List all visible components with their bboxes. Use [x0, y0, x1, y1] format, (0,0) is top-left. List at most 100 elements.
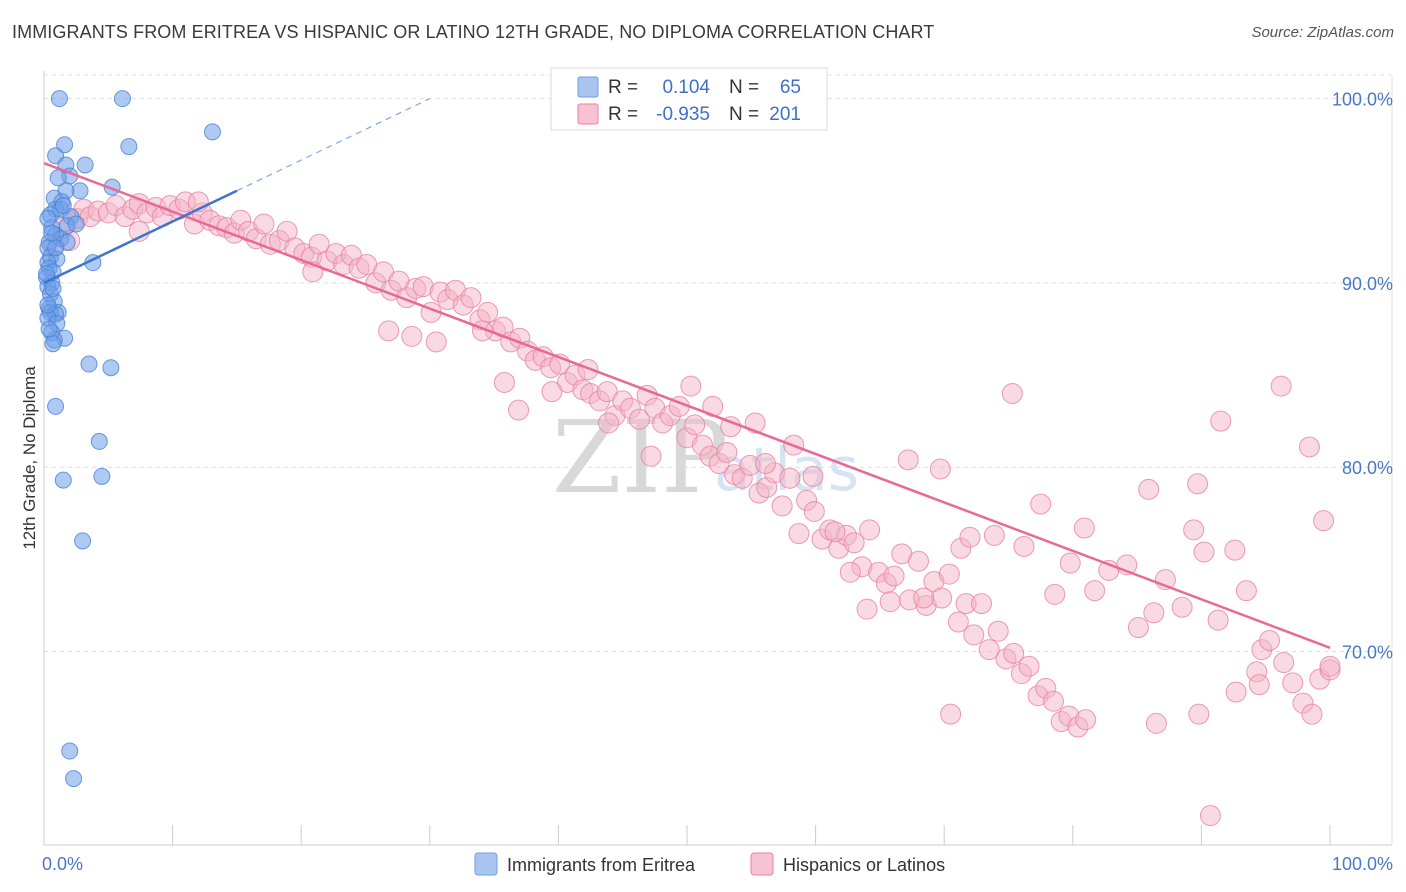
top-legend: R = 0.104 N = 65 R = -0.935 N = 201: [550, 67, 828, 131]
bottom-legend-swatch-eritrea: [474, 852, 498, 876]
legend-r-label-eritrea: R =: [608, 77, 638, 98]
point-eritrea-7: [76, 156, 94, 174]
point-hispanic-154: [897, 449, 919, 471]
point-hispanic-143: [680, 375, 702, 397]
point-eritrea-4: [120, 138, 138, 156]
point-hispanic-179: [1259, 629, 1281, 651]
point-eritrea-52: [61, 742, 79, 760]
point-hispanic-165: [1073, 517, 1095, 539]
bottom-legend-swatch-hispanic: [750, 852, 774, 876]
point-eritrea-44: [44, 335, 62, 353]
points-layer: [38, 90, 1341, 827]
point-hispanic-121: [1003, 642, 1025, 664]
point-hispanic-42: [373, 261, 395, 283]
point-hispanic-140: [577, 359, 599, 381]
point-hispanic-156: [929, 458, 951, 480]
legend-n-label-eritrea: N =: [729, 77, 759, 98]
point-hispanic-153: [879, 591, 901, 613]
legend-r-label-hispanic: R =: [608, 104, 638, 125]
point-hispanic-200: [1319, 655, 1341, 677]
point-hispanic-27: [253, 213, 275, 235]
point-hispanic-106: [883, 565, 905, 587]
point-hispanic-163: [1044, 583, 1066, 605]
axis-layer: 70.0% 80.0% 90.0% 100.0% 0.0% 100.0%: [42, 71, 1393, 874]
legend-n-value-eritrea: 65: [780, 77, 801, 98]
point-hispanic-162: [1030, 493, 1052, 515]
point-hispanic-193: [1225, 681, 1247, 703]
point-eritrea-48: [90, 432, 108, 450]
point-hispanic-116: [963, 624, 985, 646]
point-hispanic-114: [947, 611, 969, 633]
bottom-legend-label-eritrea: Immigrants from Eritrea: [507, 855, 696, 875]
point-hispanic-160: [1001, 383, 1023, 404]
chart-source: Source: ZipAtlas.com: [1251, 24, 1394, 41]
point-eritrea-10: [71, 182, 89, 200]
point-eritrea-2: [203, 123, 221, 141]
point-eritrea-45: [80, 355, 98, 373]
point-hispanic-199: [1248, 674, 1270, 696]
point-hispanic-74: [628, 408, 650, 430]
point-hispanic-176: [1224, 539, 1246, 561]
point-hispanic-169: [1127, 617, 1149, 639]
point-eritrea-49: [93, 467, 111, 485]
bottom-legend-label-hispanic: Hispanics or Latinos: [783, 855, 945, 875]
point-eritrea-53: [65, 770, 83, 788]
point-hispanic-112: [931, 587, 953, 609]
point-hispanic-96: [803, 500, 825, 522]
point-hispanic-152: [856, 598, 878, 620]
point-hispanic-150: [824, 521, 846, 543]
point-eritrea-51: [74, 532, 92, 550]
point-hispanic-194: [1188, 703, 1210, 725]
point-hispanic-174: [1193, 541, 1215, 563]
point-hispanic-55: [477, 301, 499, 323]
legend-n-label-hispanic: N =: [729, 104, 759, 125]
point-eritrea-61: [44, 279, 62, 297]
point-hispanic-53: [460, 287, 482, 309]
chart-title: IMMIGRANTS FROM ERITREA VS HISPANIC OR L…: [12, 22, 935, 42]
legend-swatch-hispanic: [577, 103, 599, 125]
point-hispanic-198: [1145, 712, 1167, 734]
point-eritrea-63: [67, 215, 85, 233]
point-eritrea-0: [50, 90, 68, 108]
point-hispanic-135: [425, 331, 447, 353]
point-hispanic-149: [802, 465, 824, 487]
trend-line-eritrea-extension: [236, 98, 431, 192]
point-hispanic-118: [978, 639, 1000, 661]
point-eritrea-47: [47, 397, 65, 415]
point-hispanic-113: [938, 563, 960, 585]
point-hispanic-158: [959, 526, 981, 548]
point-hispanic-172: [1171, 596, 1193, 618]
point-hispanic-101: [843, 532, 865, 554]
point-hispanic-92: [771, 495, 793, 517]
point-hispanic-93: [779, 467, 801, 489]
point-hispanic-119: [987, 620, 1009, 642]
point-hispanic-189: [1270, 375, 1292, 397]
point-hispanic-183: [1301, 703, 1323, 725]
point-hispanic-181: [1282, 672, 1304, 694]
point-hispanic-126: [1043, 690, 1065, 712]
trend-line-hispanic: [43, 161, 1331, 649]
point-hispanic-197: [1075, 709, 1097, 731]
x-tick-label-0: 0.0%: [42, 854, 83, 874]
y-tick-label-80: 80.0%: [1342, 458, 1393, 478]
point-hispanic-188: [1210, 410, 1232, 432]
point-hispanic-170: [1143, 602, 1165, 624]
trend-line-eritrea: [43, 189, 238, 285]
point-eritrea-3: [56, 136, 74, 154]
point-hispanic-133: [378, 320, 400, 342]
point-eritrea-59: [40, 320, 58, 338]
bottom-legend: Immigrants from Eritrea Hispanics or Lat…: [474, 852, 945, 876]
point-hispanic-109: [907, 550, 929, 572]
point-eritrea-62: [39, 209, 57, 227]
point-hispanic-117: [970, 593, 992, 615]
point-eritrea-60: [49, 169, 67, 187]
point-hispanic-151: [839, 561, 861, 583]
x-tick-label-100: 100.0%: [1332, 854, 1393, 874]
point-eritrea-46: [102, 359, 120, 377]
point-hispanic-161: [1013, 535, 1035, 557]
point-hispanic-187: [1187, 473, 1209, 495]
point-hispanic-173: [1183, 519, 1205, 541]
point-hispanic-85: [716, 441, 738, 463]
point-hispanic-70: [596, 381, 618, 403]
point-hispanic-141: [598, 412, 620, 434]
